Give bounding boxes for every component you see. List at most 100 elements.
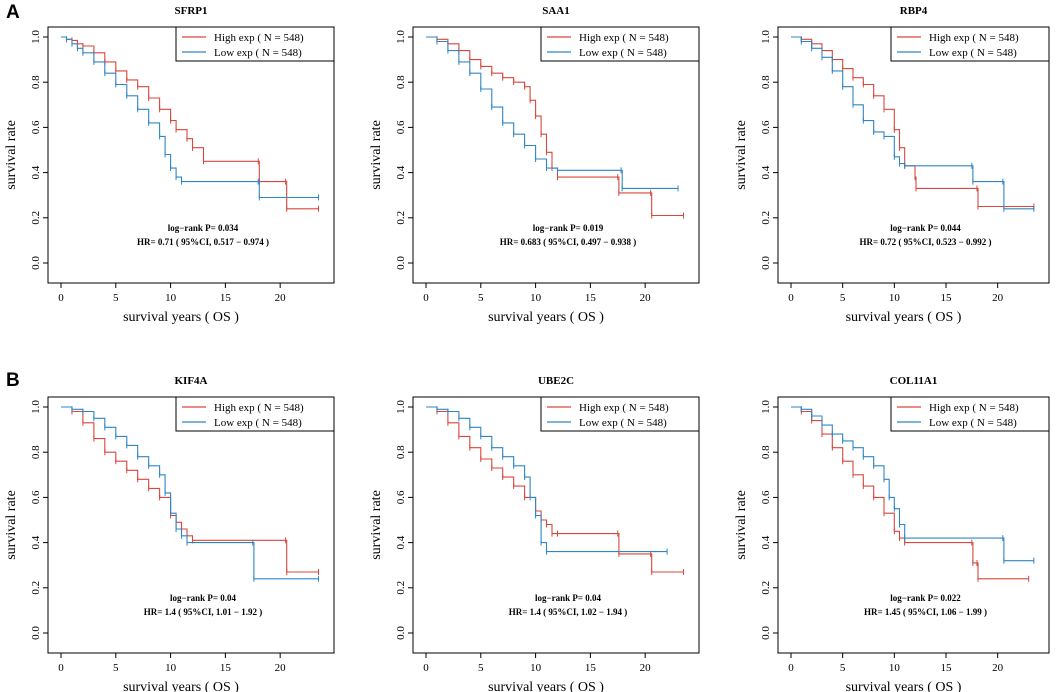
y-tick-label: 0.4 [760, 535, 772, 549]
y-tick-label: 0.6 [760, 120, 772, 134]
legend-box [175, 396, 335, 432]
y-tick-label: 1.0 [30, 400, 42, 414]
x-tick-label: 5 [840, 292, 846, 304]
km-panel-col11a1: COL11A1 0 5 10 15 20 0.0 0.2 0.4 0.6 0.8 1.0 surviva… [734, 375, 1050, 692]
x-tick-label: 0 [423, 292, 429, 304]
legend-box [540, 396, 700, 432]
y-tick-label: 0.8 [395, 75, 407, 89]
y-tick-label: 0.8 [30, 445, 42, 459]
logrank-p-text: log−rank P= 0.022 [890, 593, 961, 603]
x-tick-label: 10 [530, 292, 542, 304]
x-tick-label: 10 [165, 292, 177, 304]
y-tick-label: 0.4 [30, 535, 42, 549]
y-tick-label: 0.4 [760, 165, 772, 179]
hazard-ratio-text: HR= 1.4 ( 95%CI, 1.01 − 1.92 ) [144, 607, 263, 617]
y-tick-label: 0.0 [395, 626, 407, 640]
low-exp-curve [791, 36, 1034, 210]
y-tick-label: 0.4 [30, 165, 42, 179]
chart-title: SFRP1 [175, 5, 208, 17]
y-tick-label: 0.0 [30, 256, 42, 270]
x-tick-label: 20 [275, 292, 287, 304]
low-exp-curve [791, 406, 1034, 562]
logrank-p-text: log−rank P= 0.019 [533, 223, 604, 233]
x-tick-label: 5 [113, 292, 119, 304]
hazard-ratio-text: HR= 1.45 ( 95%CI, 1.06 − 1.99 ) [864, 607, 987, 617]
x-tick-label: 0 [58, 292, 64, 304]
legend: High exp ( N = 548) Low exp ( N = 548) [175, 396, 335, 432]
y-tick-label: 0.2 [760, 211, 772, 225]
logrank-p-text: log−rank P= 0.034 [168, 223, 239, 233]
hazard-ratio-text: HR= 0.72 ( 95%CI, 0.523 − 0.992 ) [859, 237, 991, 247]
legend-high-label: High exp ( N = 548) [214, 32, 304, 44]
chart-title: RBP4 [900, 5, 928, 17]
x-tick-label: 15 [220, 662, 232, 674]
y-tick-label: 0.8 [760, 445, 772, 459]
y-tick-label: 0.2 [30, 211, 42, 225]
legend-high-label: High exp ( N = 548) [929, 402, 1019, 414]
km-panel-saa1: SAA1 0 5 10 15 20 0.0 0.2 0.4 0.6 0.8 1.0 survival y… [369, 5, 700, 325]
y-tick-label: 0.2 [395, 581, 407, 595]
x-tick-label: 15 [585, 662, 597, 674]
x-axis-label: survival years ( OS ) [123, 680, 239, 692]
y-tick-label: 0.6 [30, 120, 42, 134]
high-exp-curve [426, 406, 684, 573]
legend: High exp ( N = 548) Low exp ( N = 548) [540, 396, 700, 432]
y-tick-label: 1.0 [395, 400, 407, 414]
legend-box [890, 396, 1050, 432]
legend-low-label: Low exp ( N = 548) [579, 417, 667, 429]
chart-title: COL11A1 [890, 375, 938, 387]
legend-high-label: High exp ( N = 548) [579, 32, 669, 44]
x-tick-label: 0 [423, 662, 429, 674]
legend-low-label: Low exp ( N = 548) [929, 47, 1017, 59]
x-tick-label: 5 [840, 662, 846, 674]
y-tick-label: 0.2 [395, 211, 407, 225]
y-axis-label: survival rate [369, 490, 384, 560]
km-panel-ube2c: UBE2C 0 5 10 15 20 0.0 0.2 0.4 0.6 0.8 1.0 survival … [369, 375, 700, 692]
x-tick-label: 15 [220, 292, 232, 304]
km-panel-rbp4: RBP4 0 5 10 15 20 0.0 0.2 0.4 0.6 0.8 1.0 survival y… [734, 5, 1050, 325]
legend: High exp ( N = 548) Low exp ( N = 548) [890, 26, 1050, 62]
y-axis-label: survival rate [4, 490, 19, 560]
y-tick-label: 0.0 [760, 626, 772, 640]
y-tick-label: 0.6 [760, 490, 772, 504]
chart-title: SAA1 [542, 5, 570, 17]
x-tick-label: 10 [889, 662, 901, 674]
x-axis-label: survival years ( OS ) [846, 310, 962, 325]
legend-low-label: Low exp ( N = 548) [579, 47, 667, 59]
y-tick-label: 0.0 [30, 626, 42, 640]
y-tick-label: 0.8 [30, 75, 42, 89]
legend-high-label: High exp ( N = 548) [579, 402, 669, 414]
low-exp-curve [61, 406, 319, 580]
x-tick-label: 20 [275, 662, 287, 674]
y-tick-label: 0.6 [30, 490, 42, 504]
x-tick-label: 20 [992, 662, 1004, 674]
y-tick-label: 0.8 [760, 75, 772, 89]
x-axis-label: survival years ( OS ) [846, 680, 962, 692]
high-exp-curve [426, 36, 684, 217]
chart-title: KIF4A [175, 375, 208, 387]
y-tick-label: 0.4 [395, 165, 407, 179]
x-tick-label: 15 [941, 292, 953, 304]
legend-box [540, 26, 700, 62]
y-tick-label: 0.2 [760, 581, 772, 595]
hazard-ratio-text: HR= 1.4 ( 95%CI, 1.02 − 1.94 ) [509, 607, 628, 617]
y-tick-label: 0.6 [395, 490, 407, 504]
x-tick-label: 5 [113, 662, 119, 674]
logrank-p-text: log−rank P= 0.04 [535, 593, 602, 603]
x-tick-label: 5 [478, 662, 484, 674]
logrank-p-text: log−rank P= 0.04 [170, 593, 237, 603]
y-tick-label: 0.2 [30, 581, 42, 595]
x-tick-label: 0 [58, 662, 64, 674]
x-tick-label: 20 [640, 292, 652, 304]
x-tick-label: 20 [640, 662, 652, 674]
logrank-p-text: log−rank P= 0.044 [890, 223, 961, 233]
legend: High exp ( N = 548) Low exp ( N = 548) [540, 26, 700, 62]
y-axis-label: survival rate [4, 120, 19, 190]
y-tick-label: 0.8 [395, 445, 407, 459]
legend-box [175, 26, 335, 62]
y-tick-label: 1.0 [760, 400, 772, 414]
y-tick-label: 0.4 [395, 535, 407, 549]
km-panel-kif4a: KIF4A 0 5 10 15 20 0.0 0.2 0.4 0.6 0.8 1.0 survival … [4, 375, 335, 692]
x-tick-label: 0 [788, 292, 794, 304]
